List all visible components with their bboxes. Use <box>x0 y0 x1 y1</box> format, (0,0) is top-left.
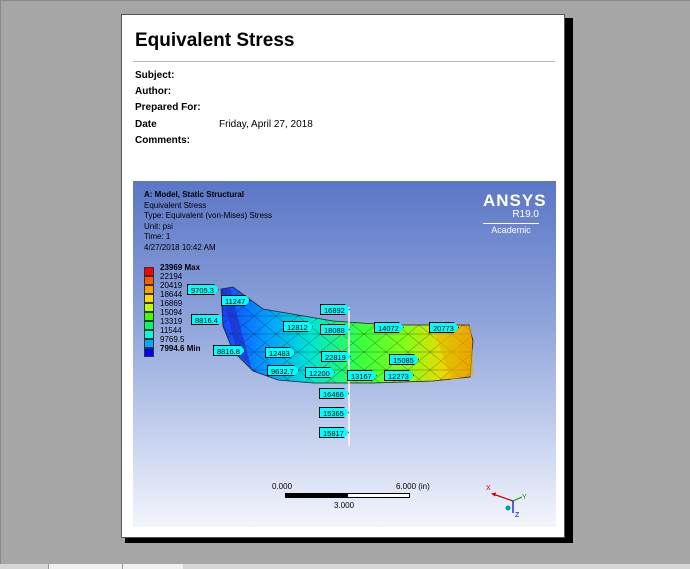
result-viewport: A: Model, Static Structural Equivalent S… <box>133 181 556 527</box>
probe-label: 12483 <box>265 347 295 358</box>
field-label: Comments: <box>135 135 191 146</box>
z-axis-label: Z <box>515 512 520 517</box>
report-page: Equivalent Stress Subject: Author: Prepa… <box>121 14 565 538</box>
legend-label: 18644 <box>160 290 183 299</box>
legend-swatch <box>144 294 154 303</box>
brand-version: R19.0 <box>512 209 539 220</box>
legend-swatch <box>144 267 154 276</box>
legend-swatch <box>144 276 154 285</box>
x-arrowhead <box>491 492 496 497</box>
legend-swatch <box>144 312 154 321</box>
field-prepared-for: Prepared For: <box>135 102 219 113</box>
probe-label: 16466 <box>319 388 349 399</box>
coordinate-triad-icon: X Y Z <box>486 485 527 517</box>
probe-label: 15365 <box>319 407 349 418</box>
legend-label: 11544 <box>160 326 182 335</box>
title-divider <box>133 61 555 62</box>
scale-middle-label: 3.000 <box>334 501 355 510</box>
legend-swatch <box>144 330 154 339</box>
result-time: Time: 1 <box>144 232 171 241</box>
model-header: A: Model, Static Structural <box>144 190 245 199</box>
status-segment <box>48 564 123 569</box>
field-label: Author: <box>135 86 172 97</box>
legend-swatch <box>144 285 154 294</box>
scale-left-label: 0.000 <box>272 482 293 491</box>
legend-label: 16869 <box>160 299 183 308</box>
window-edge-left <box>0 0 1 569</box>
model-body <box>220 286 474 384</box>
x-axis-label: X <box>486 485 491 492</box>
field-label: Date <box>135 119 157 130</box>
page-title: Equivalent Stress <box>135 30 295 51</box>
probe-label: 9705.3 <box>187 284 219 295</box>
field-label: Subject: <box>135 70 175 81</box>
brand-edition: Academic <box>483 223 539 235</box>
legend-swatch <box>144 303 154 312</box>
probe-label: 12273 <box>384 370 414 381</box>
probe-label: 12812 <box>283 321 313 332</box>
probe-label: 9632.7 <box>267 365 299 376</box>
field-value: Friday, April 27, 2018 <box>219 119 313 130</box>
triad-origin <box>505 505 511 511</box>
probe-label: 15817 <box>319 427 349 438</box>
probe-label: 15085 <box>389 354 419 365</box>
field-author: Author: <box>135 86 219 97</box>
field-label: Prepared For: <box>135 102 201 113</box>
result-name: Equivalent Stress <box>144 200 207 210</box>
probe-label: 8816.4 <box>191 314 223 325</box>
result-info: A: Model, Static Structural Equivalent S… <box>144 190 272 253</box>
legend-label: 22194 <box>160 272 183 281</box>
field-date: Date Friday, April 27, 2018 <box>135 119 313 130</box>
probe-label: 13167 <box>347 370 377 381</box>
window-edge-top <box>0 0 690 1</box>
probe-label: 8816.8 <box>213 345 245 356</box>
probe-label: 16892 <box>320 304 350 315</box>
probe-label: 11247 <box>221 295 250 306</box>
ansys-logo: ANSYS R19.0 Academic <box>483 191 547 235</box>
x-axis <box>492 493 514 502</box>
probe-label: 22819 <box>321 351 351 362</box>
legend-label: 13319 <box>160 317 183 326</box>
legend-max-label: 23969 Max <box>160 263 201 272</box>
result-timestamp: 4/27/2018 10:42 AM <box>144 242 216 252</box>
legend-swatch <box>144 348 154 357</box>
legend-label: 9769.5 <box>160 335 185 344</box>
legend-min-label: 7994.6 Min <box>160 344 201 353</box>
status-strip <box>0 564 690 569</box>
status-segment <box>122 564 183 569</box>
scale-right-label: 6.000 (in) <box>396 482 430 491</box>
legend-label: 15094 <box>160 308 183 317</box>
probe-label: 12200 <box>305 367 335 378</box>
field-comments: Comments: <box>135 135 219 146</box>
y-axis <box>512 496 523 502</box>
probe-label: 20773 <box>429 322 459 333</box>
result-type: Type: Equivalent (von-Mises) Stress <box>144 211 273 220</box>
field-subject: Subject: <box>135 70 219 81</box>
legend-label: 20419 <box>160 281 183 290</box>
scale-bar-fill <box>286 494 348 497</box>
probe-label: 18088 <box>320 324 350 335</box>
legend-swatch <box>144 321 154 330</box>
result-unit: Unit: psi <box>144 221 173 231</box>
legend-swatch <box>144 339 154 348</box>
probe-label: 14072 <box>374 322 404 333</box>
brand-name: ANSYS <box>483 191 547 210</box>
y-axis-label: Y <box>522 494 527 501</box>
scale-bar-graphic <box>285 493 410 498</box>
